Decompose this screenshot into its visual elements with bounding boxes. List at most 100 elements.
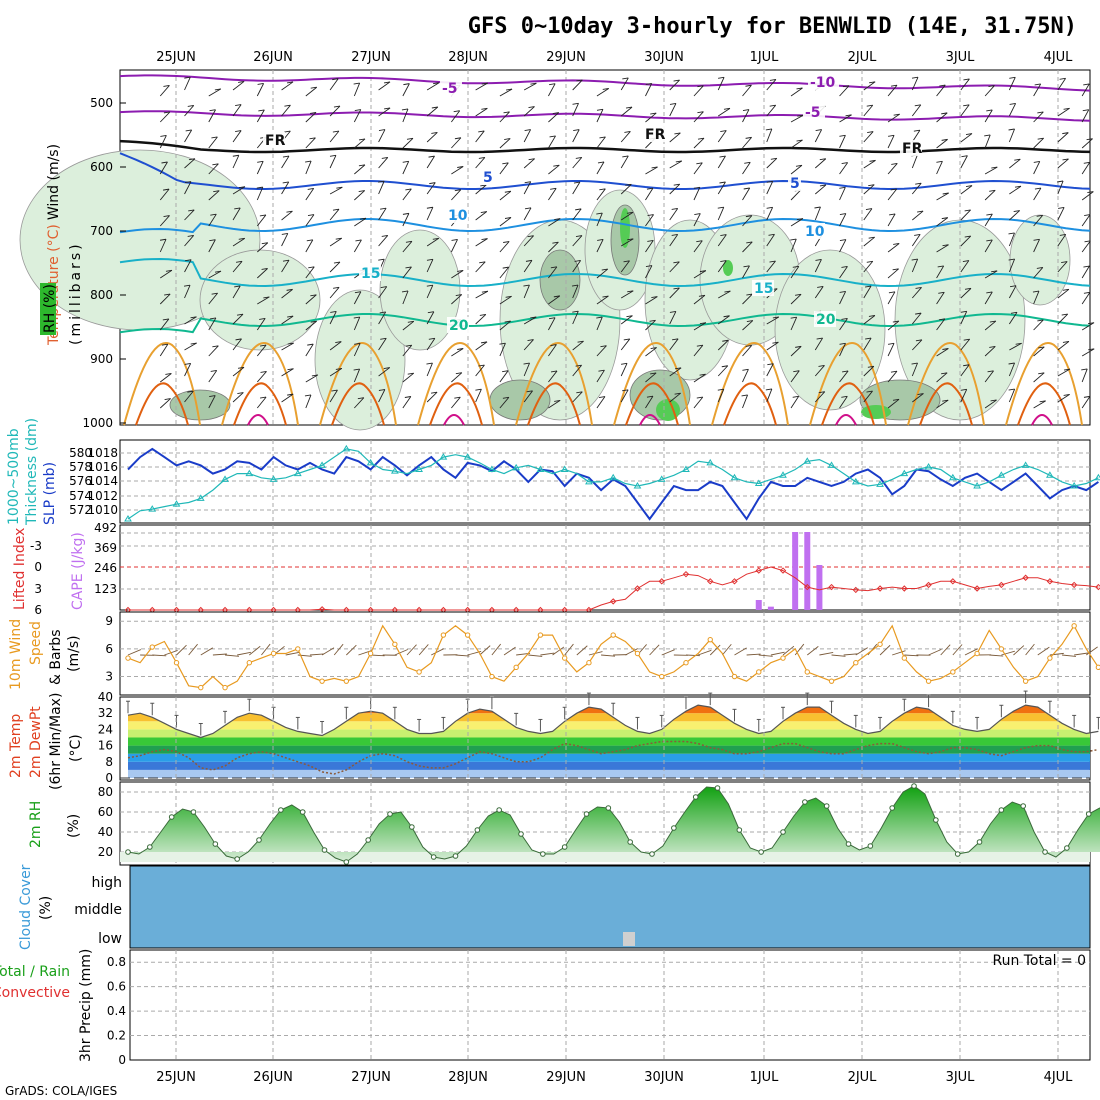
wind-barb (451, 294, 463, 305)
surface-wind-barb (940, 644, 951, 656)
wind-barb-flag (792, 395, 799, 398)
wind-barb-flag (839, 213, 846, 215)
wind-barb-flag (766, 206, 773, 209)
surface-contour-hot (1031, 414, 1053, 426)
contour-label: 10 (805, 224, 825, 240)
bottom-date-label: 2JUL (848, 1070, 878, 1085)
wind-barb-flag (550, 344, 557, 346)
wind-barb (1033, 187, 1042, 201)
precip-tick-label: 0.2 (107, 1029, 126, 1043)
wind-barb (256, 318, 266, 331)
wind-barb (839, 135, 846, 149)
surface-wind-barb (285, 651, 300, 656)
wind-barb-flag (597, 161, 605, 164)
wind-barb (790, 370, 800, 383)
wind-barb (936, 244, 949, 253)
wind-barb (620, 184, 632, 195)
wind-barb (1057, 288, 1070, 299)
wind-barb (548, 400, 561, 409)
wind-barb-flag (358, 138, 366, 141)
wind-barb (184, 235, 195, 247)
wind-barb (184, 259, 192, 273)
wind-barb (232, 392, 244, 403)
wind-barb-flag (746, 293, 753, 296)
wind-barb (984, 189, 996, 201)
thickness-line (127, 448, 1099, 520)
wind-barb (159, 161, 168, 175)
wind-barb-flag (965, 185, 973, 188)
wind-barb (984, 134, 991, 149)
wind-barb-flag (696, 162, 703, 165)
wind-barb-flag (406, 137, 414, 140)
rh-point (605, 805, 612, 811)
wind-barb-flag (696, 344, 703, 347)
thickness-point (754, 479, 763, 487)
wind-barb-flag (211, 136, 218, 139)
wind-barb-flag (622, 155, 629, 158)
wind-barb-flag (378, 389, 385, 391)
rh-ylabel: 2m RH (28, 801, 44, 848)
wind-barb-flag (165, 373, 172, 375)
surface-contour-inner (919, 382, 973, 426)
wind-barb (548, 112, 560, 123)
wind-barb-flag (911, 76, 919, 79)
wind-barb (548, 188, 557, 201)
wind-barb-flag (457, 166, 464, 168)
surface-contour-hot (443, 414, 465, 426)
wind-barb-flag (1057, 180, 1064, 183)
wind-barb (1008, 388, 1016, 403)
wind-barb (1057, 261, 1068, 273)
wind-barb (257, 242, 269, 253)
wind-barb-flag (888, 134, 895, 137)
wind-barb-flag (623, 338, 630, 341)
wind-barb (426, 338, 436, 351)
wind-barb (863, 159, 876, 169)
wind-barb (1008, 128, 1015, 143)
upper-ylabel-wind-text: Wind (m/s) (46, 144, 62, 220)
wind-barb-flag (431, 106, 438, 109)
wind-barb-flag (258, 109, 265, 112)
wind-barb (766, 234, 775, 247)
wind-barb-flag (1008, 232, 1015, 235)
temp-band (128, 745, 1090, 754)
wind-panel-frame (119, 611, 1091, 696)
rh-point (212, 841, 219, 847)
rh-point (802, 799, 808, 805)
contour-label-bg (808, 74, 839, 90)
thickness-tick-label: 580 (69, 446, 92, 460)
wind-speed-point (707, 636, 713, 643)
wind-barb (887, 268, 899, 279)
wind-barb-flag (212, 163, 219, 166)
wind-barb (305, 394, 312, 409)
wind-barb-flag (1013, 210, 1020, 212)
wind-barb (426, 106, 439, 117)
precip-ylabel-b: Convective (0, 985, 70, 1001)
thickness-point (585, 477, 593, 485)
wind-barb-flag (310, 86, 317, 89)
wind-barb-flag (333, 105, 341, 108)
wind-barb-flag (426, 362, 433, 365)
surface-wind-barb (176, 644, 187, 656)
wind-barb (1081, 109, 1090, 123)
wind-barb (936, 399, 949, 409)
surface-wind-barb (661, 649, 675, 656)
contour-label: FR (902, 141, 923, 157)
wind-barb-flag (964, 235, 971, 238)
wind-barb-flag (554, 218, 561, 220)
rh-point (649, 851, 655, 857)
wind-barb (548, 317, 556, 331)
wind-barb (329, 186, 343, 195)
wind-barb-flag (185, 259, 192, 262)
wind-barb (717, 181, 726, 195)
wind-barb (887, 243, 900, 253)
contour-label-bg (900, 140, 922, 156)
wind-barb-flag (380, 337, 387, 340)
wind-barb (936, 217, 949, 227)
wind-barb-flag (988, 85, 995, 88)
wind-speed-point (319, 678, 325, 684)
wind-barb-flag (741, 394, 748, 397)
wind-speed-point (440, 632, 447, 638)
wind-barb (256, 186, 264, 201)
wind-barb-flag (797, 114, 804, 117)
wind-barb (814, 129, 823, 143)
